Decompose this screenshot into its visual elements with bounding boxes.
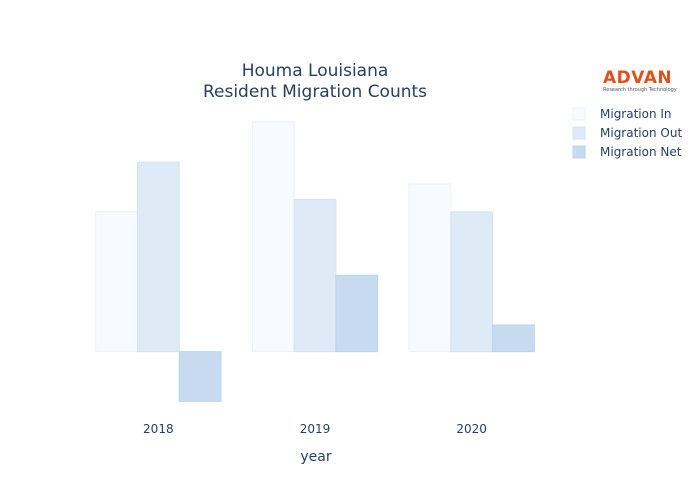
bar-migration-net-2018 bbox=[178, 351, 222, 402]
legend-swatch-migration-net[interactable] bbox=[572, 145, 586, 159]
logo-tagline: Research through Technology bbox=[603, 87, 677, 93]
bar-migration-in-2019 bbox=[251, 121, 295, 353]
bars-layer bbox=[95, 121, 535, 402]
chart-title-line-1: Houma Louisiana bbox=[242, 61, 389, 81]
advan-logo: ADVAN Research through Technology bbox=[603, 68, 677, 93]
bar-migration-in-2020 bbox=[408, 183, 452, 353]
x-tick-2020: 2020 bbox=[456, 422, 487, 436]
x-tick-2019: 2019 bbox=[300, 422, 331, 436]
legend-label-migration-out[interactable]: Migration Out bbox=[600, 126, 682, 140]
legend-swatch-migration-in[interactable] bbox=[572, 107, 586, 121]
bar-migration-in-2018 bbox=[95, 211, 138, 353]
chart-title: Houma Louisiana Resident Migration Count… bbox=[203, 61, 427, 102]
legend-label-migration-net[interactable]: Migration Net bbox=[600, 145, 682, 159]
x-tick-2018: 2018 bbox=[143, 422, 174, 436]
bar-migration-out-2020 bbox=[450, 211, 494, 353]
x-axis-ticks: 2018 2019 2020 bbox=[143, 422, 487, 436]
bar-migration-net-2020 bbox=[492, 324, 535, 353]
chart-title-line-2: Resident Migration Counts bbox=[203, 82, 427, 102]
bar-migration-out-2019 bbox=[293, 198, 337, 353]
bar-migration-net-2019 bbox=[335, 274, 379, 353]
legend: Migration In Migration Out Migration Net bbox=[572, 107, 682, 159]
legend-label-migration-in[interactable]: Migration In bbox=[600, 107, 672, 121]
legend-swatch-migration-out[interactable] bbox=[572, 126, 586, 140]
x-axis-title: year bbox=[300, 449, 331, 465]
logo-wordmark: ADVAN bbox=[603, 68, 672, 88]
bar-migration-out-2018 bbox=[136, 161, 180, 353]
